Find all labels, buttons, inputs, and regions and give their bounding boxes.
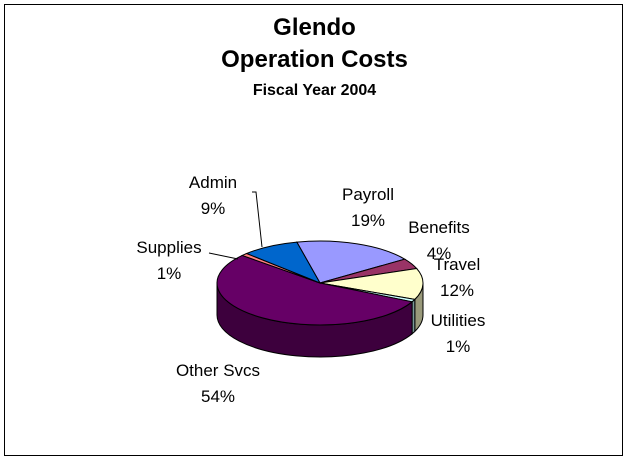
pie-slice-admin [245,241,322,284]
label-utilities: Utilities [431,311,486,330]
label-payroll: Payroll [342,185,394,204]
label-travel-percent: 12% [440,281,474,300]
pie-slice-travel [319,267,424,300]
pie-top-faces [216,240,424,326]
pie-slice-other-svcs [216,254,414,326]
chart-subtitle: Fiscal Year 2004 [252,82,377,99]
chart-title-line2: Operation Costs [221,46,408,73]
label-supplies: Supplies [136,238,201,257]
leader-line-supplies [208,252,239,260]
label-admin-percent: 9% [201,199,226,218]
label-other-svcs: Other Svcs [176,361,260,380]
pie-labels: Payroll 19% Benefits 4%Travel 12% Utilities 1%… [136,173,485,406]
label-benefits: Benefits [408,218,469,237]
label-utilities-percent: 1% [446,337,471,356]
label-supplies-percent: 1% [157,264,182,283]
label-travel: Travel [434,255,481,274]
chart-frame [4,4,623,456]
label-payroll-percent: 19% [351,211,385,230]
label-other-svcs-percent: 54% [201,387,235,406]
label-benefits-percent: 4% [427,244,452,263]
pie-slice-payroll [296,240,407,284]
leader-line-admin [252,191,263,248]
label-admin: Admin [189,173,237,192]
chart-title-line1: Glendo [273,14,356,41]
